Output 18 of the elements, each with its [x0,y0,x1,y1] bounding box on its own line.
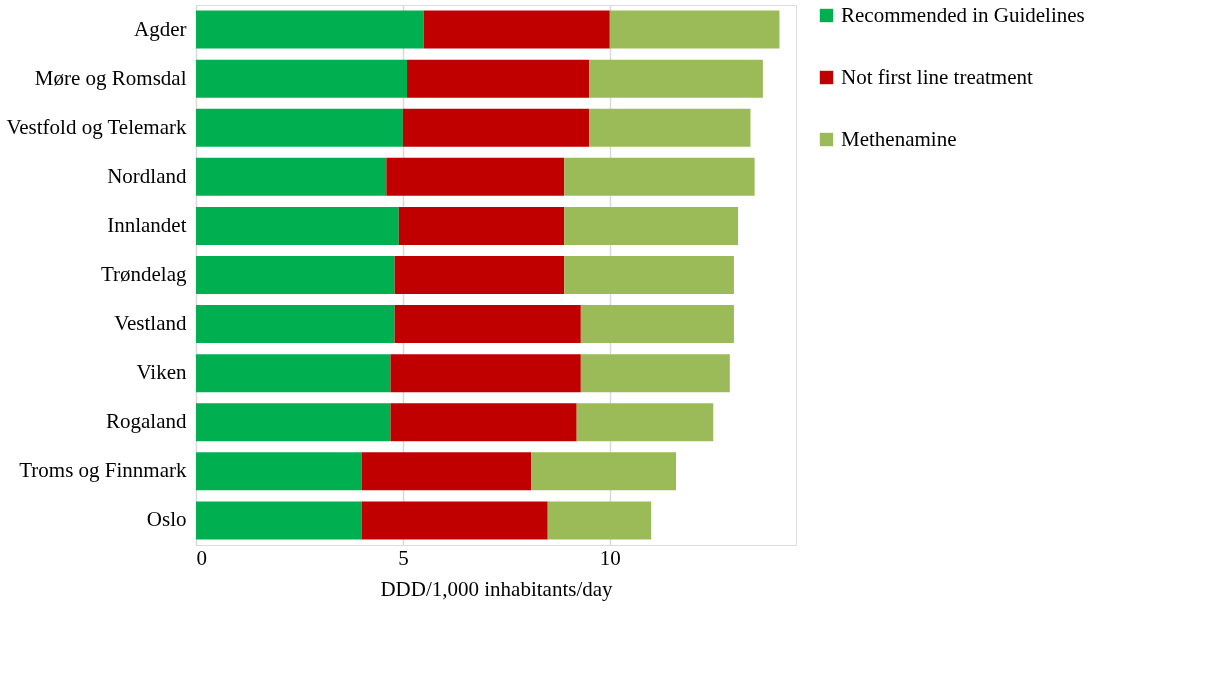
y-tick-label: Vestland [114,311,187,336]
y-tick-label: Møre og Romsdal [34,65,187,90]
y-tick-label: Trøndelag [100,262,187,286]
y-tick-label: Rogaland [106,409,187,434]
y-tick-label: Agder [134,16,187,41]
x-tick-label: 0 [196,545,207,570]
y-tick-label: Nordland [107,163,187,188]
y-tick-label: Innlandet [107,212,187,237]
y-tick-label: Vestfold og Telemark [6,114,187,139]
y-tick-label: Troms og Finnmark [19,458,187,483]
x-tick-label: 10 [599,545,621,570]
legend-label: Methenamine [841,126,957,151]
y-tick-label: Oslo [146,507,187,532]
legend-label: Recommended in Guidelines [841,2,1085,27]
x-axis-title: DDD/1,000 inhabitants/day [380,576,614,601]
y-tick-label: Viken [136,360,187,385]
legend-label: Not first line treatment [841,64,1034,89]
x-tick-label: 5 [398,545,409,570]
